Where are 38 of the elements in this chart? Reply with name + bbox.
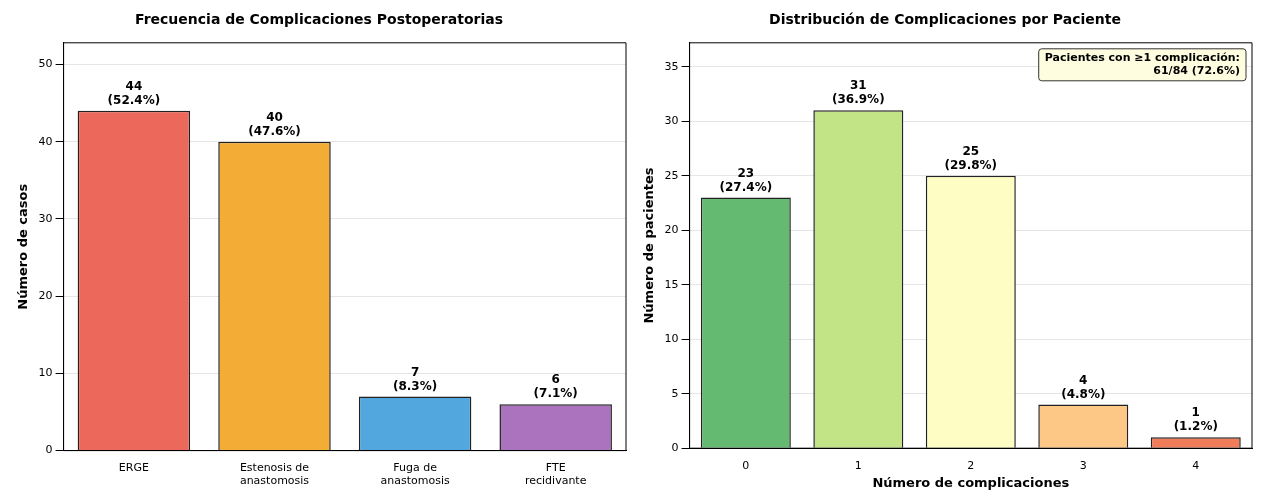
y-tick-label: 25 bbox=[664, 168, 679, 182]
data-label: 23 (27.4%) bbox=[719, 165, 773, 194]
data-label: 31 (36.9%) bbox=[832, 78, 885, 107]
y-tick-label: 20 bbox=[38, 288, 53, 302]
x-tick-label: 2 bbox=[967, 458, 975, 472]
data-label: 7 (8.3%) bbox=[392, 364, 438, 393]
x-axis-title: Número de complicaciones bbox=[872, 474, 1070, 490]
y-tick-label: 0 bbox=[671, 441, 679, 455]
chart-title: Distribución de Complicaciones por Paciente bbox=[769, 11, 1121, 28]
y-tick-label: 40 bbox=[38, 134, 53, 148]
x-tick-label: Estenosis de anastomosis bbox=[239, 461, 310, 488]
x-tick-label: 3 bbox=[1079, 458, 1087, 472]
y-tick-label: 10 bbox=[38, 366, 53, 380]
x-tick-label: 4 bbox=[1192, 458, 1200, 472]
data-label: 4 (4.8%) bbox=[1061, 372, 1106, 401]
y-axis-title: Número de pacientes bbox=[641, 167, 657, 324]
data-label: 6 (7.1%) bbox=[533, 372, 578, 401]
y-tick-label: 30 bbox=[664, 114, 679, 128]
chart-title: Frecuencia de Complicaciones Postoperatorias bbox=[134, 11, 504, 28]
y-tick-label: 0 bbox=[45, 443, 53, 457]
x-tick-label: ERGE bbox=[118, 461, 149, 475]
data-label: 40 (47.6%) bbox=[248, 109, 301, 138]
y-axis-title: Número de casos bbox=[15, 183, 31, 310]
x-tick-label: Fuga de anastomosis bbox=[380, 461, 450, 488]
x-tick-label: 0 bbox=[742, 458, 750, 472]
y-tick-label: 10 bbox=[664, 332, 679, 346]
annotation: Pacientes con ≥1 complicación: 61/84 (72.6%) bbox=[1044, 51, 1240, 78]
data-label: 44 (52.4%) bbox=[107, 78, 161, 107]
y-tick-label: 30 bbox=[38, 211, 53, 225]
y-tick-label: 50 bbox=[38, 57, 53, 71]
x-tick-label: FTE recidivante bbox=[524, 461, 587, 488]
y-tick-label: 15 bbox=[664, 277, 679, 291]
y-tick-label: 20 bbox=[664, 223, 679, 237]
x-tick-label: 1 bbox=[854, 458, 862, 472]
data-label: 25 (29.8%) bbox=[944, 143, 998, 172]
y-tick-label: 5 bbox=[671, 386, 679, 400]
data-label: 1 (1.2%) bbox=[1173, 405, 1218, 434]
y-tick-label: 35 bbox=[664, 59, 679, 73]
